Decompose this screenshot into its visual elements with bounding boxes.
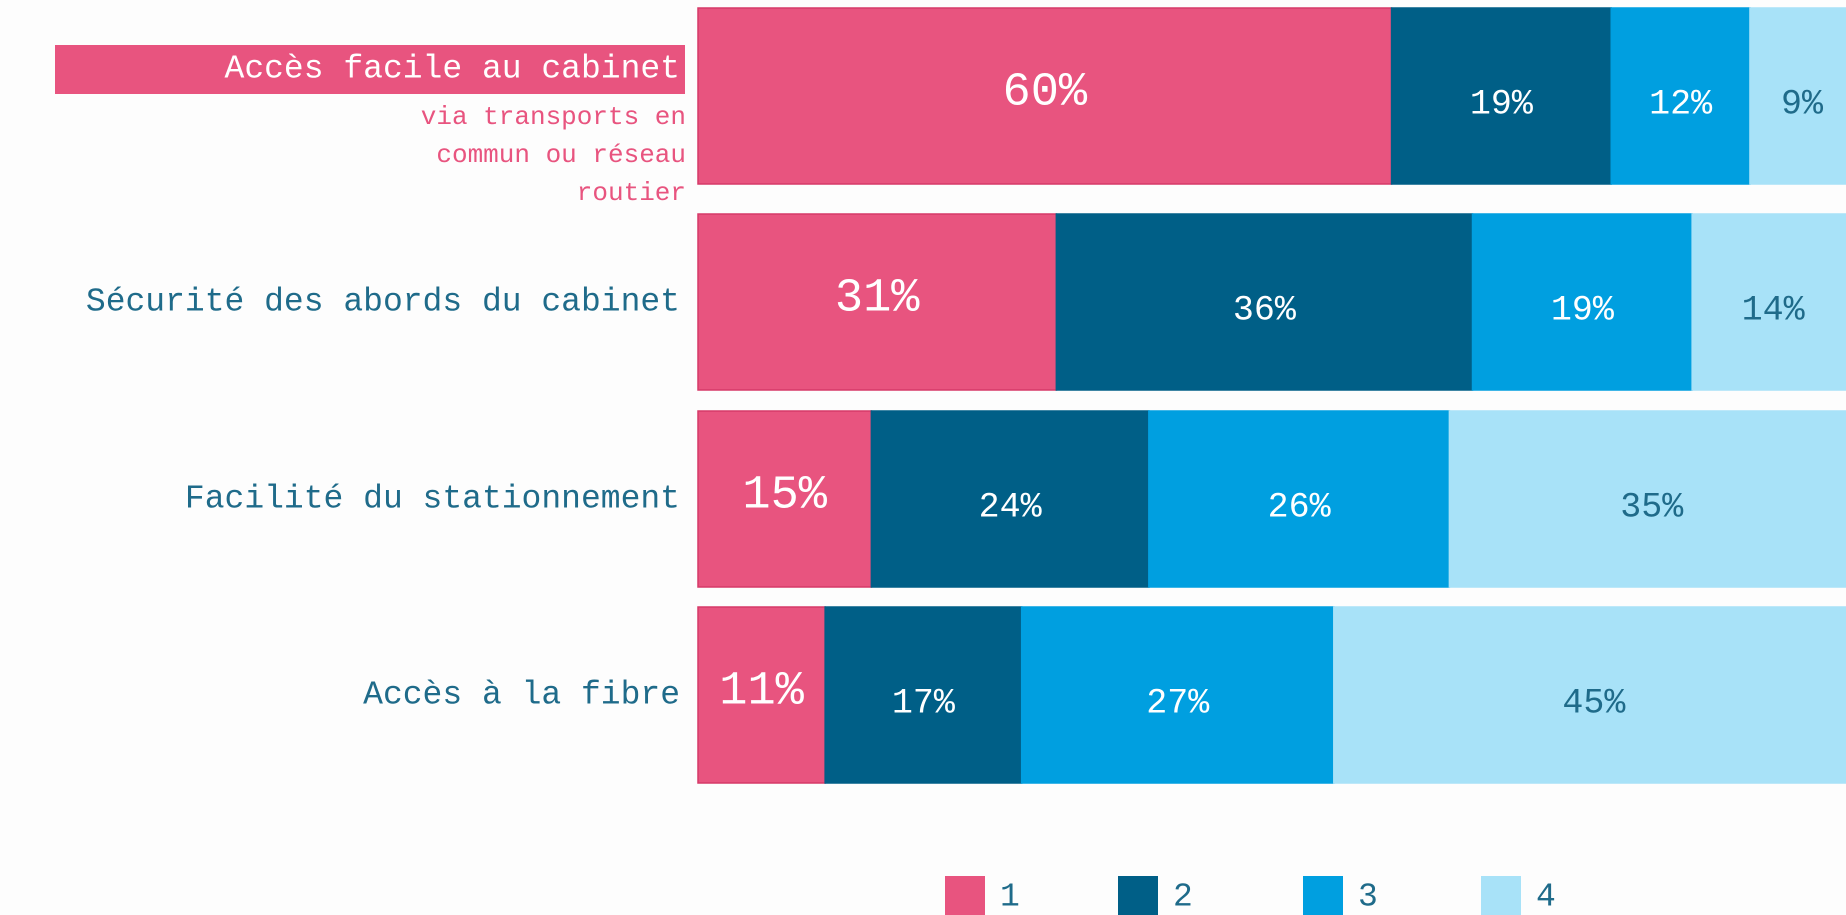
value-label: 24% bbox=[979, 487, 1043, 527]
category-label: Sécurité des abords du cabinet bbox=[86, 284, 680, 321]
bar-segment bbox=[1610, 7, 1751, 185]
value-label: 19% bbox=[1470, 84, 1534, 124]
legend-swatch bbox=[945, 876, 985, 915]
value-label: 19% bbox=[1551, 290, 1615, 330]
category-label: Accès facile au cabinet bbox=[225, 51, 680, 88]
bar-segment bbox=[697, 213, 1058, 391]
category-highlight bbox=[55, 45, 685, 94]
value-label: 15% bbox=[742, 469, 827, 522]
bar-segment bbox=[697, 410, 873, 588]
legend-swatch bbox=[1118, 876, 1158, 915]
bar-segment bbox=[697, 7, 1393, 185]
bar-segment bbox=[1333, 606, 1846, 784]
legend-swatch bbox=[1481, 876, 1521, 915]
legend-label: 4 bbox=[1536, 879, 1556, 915]
bar-segment bbox=[1448, 410, 1846, 588]
value-label: 45% bbox=[1562, 683, 1626, 723]
bar-segment bbox=[1390, 7, 1612, 185]
bar-segment bbox=[1055, 213, 1474, 391]
category-label: Accès à la fibre bbox=[363, 677, 680, 714]
annotation: via transports en commun ou réseau routi… bbox=[420, 102, 686, 208]
value-label: 60% bbox=[1002, 66, 1087, 119]
legend-swatch bbox=[1303, 876, 1343, 915]
bar-segment bbox=[697, 606, 826, 784]
value-label: 9% bbox=[1781, 84, 1824, 124]
bar-segment bbox=[1148, 410, 1451, 588]
value-label: 26% bbox=[1268, 487, 1332, 527]
value-label: 35% bbox=[1620, 487, 1684, 527]
value-label: 27% bbox=[1146, 683, 1210, 723]
value-label: 12% bbox=[1649, 84, 1713, 124]
legend-label: 3 bbox=[1358, 879, 1378, 915]
value-label: 31% bbox=[835, 272, 920, 325]
bar-segment bbox=[1749, 7, 1846, 185]
bar-segment bbox=[824, 606, 1023, 784]
value-label: 17% bbox=[892, 683, 956, 723]
bar-segment bbox=[1691, 213, 1846, 391]
value-label: 36% bbox=[1233, 290, 1297, 330]
value-label: 11% bbox=[719, 665, 804, 718]
bar-segment bbox=[1471, 213, 1693, 391]
legend-label: 1 bbox=[1000, 879, 1020, 915]
legend-label: 2 bbox=[1173, 879, 1193, 915]
value-label: 14% bbox=[1742, 290, 1806, 330]
category-label: Facilité du stationnement bbox=[185, 481, 680, 518]
bar-segment bbox=[1020, 606, 1335, 784]
